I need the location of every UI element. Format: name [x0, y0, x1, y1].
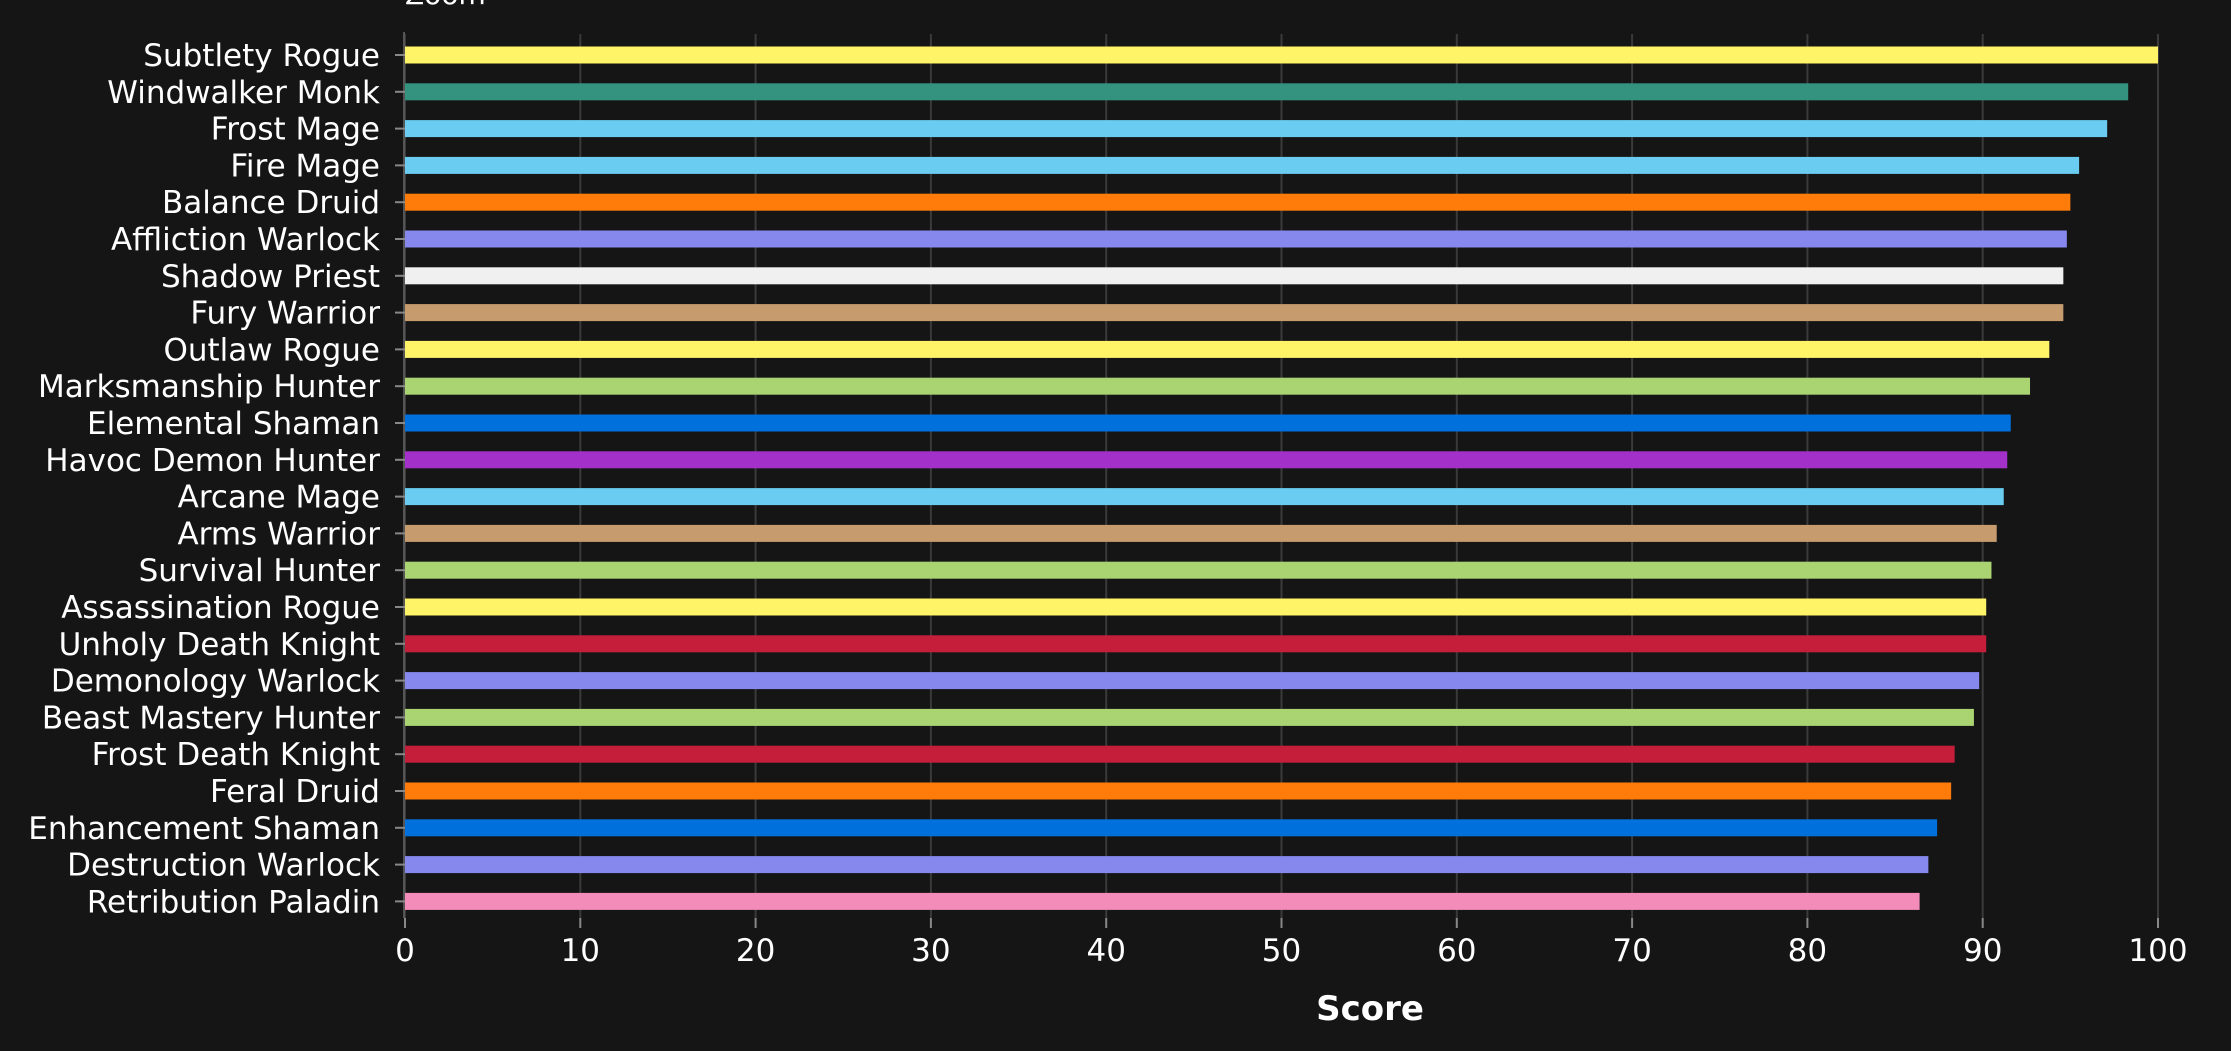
category-label: Arcane Mage — [178, 480, 380, 516]
category-label: Frost Mage — [211, 112, 380, 148]
category-label: Arms Warrior — [177, 516, 380, 552]
bar — [405, 230, 2067, 248]
x-tick-label: 70 — [1612, 933, 1651, 969]
bar — [405, 524, 1997, 542]
x-tick-label: 20 — [736, 933, 775, 969]
bar — [405, 745, 1955, 763]
bar — [405, 708, 1974, 726]
x-axis-title: Score — [1316, 989, 1424, 1029]
bar — [405, 672, 1980, 690]
category-label: Enhancement Shaman — [28, 811, 380, 847]
bar — [405, 819, 1938, 837]
x-tick-label: 80 — [1788, 933, 1827, 969]
category-label: Elemental Shaman — [87, 406, 380, 442]
bar — [405, 488, 2004, 506]
bar — [405, 451, 2008, 469]
x-tick-label: 0 — [395, 933, 415, 969]
bars — [405, 46, 2158, 910]
category-label: Outlaw Rogue — [163, 332, 380, 368]
category-label: Balance Druid — [162, 185, 380, 221]
category-label: Shadow Priest — [161, 259, 380, 295]
bar — [405, 598, 1987, 616]
x-tick-label: 50 — [1262, 933, 1301, 969]
category-label: Havoc Demon Hunter — [45, 443, 380, 479]
category-label: Frost Death Knight — [92, 737, 380, 773]
bar — [405, 782, 1952, 800]
category-label: Retribution Paladin — [87, 884, 380, 920]
x-tick-label: 90 — [1963, 933, 2002, 969]
category-label: Affliction Warlock — [111, 222, 380, 258]
category-label: Feral Druid — [210, 774, 380, 810]
bar — [405, 635, 1987, 653]
grid-lines — [403, 32, 2159, 918]
bar — [405, 46, 2158, 64]
bar — [405, 83, 2129, 101]
x-tick-label: 100 — [2128, 933, 2187, 969]
bar — [405, 856, 1929, 874]
zoom-label[interactable]: Zoom — [405, 0, 486, 11]
category-label: Demonology Warlock — [51, 664, 380, 700]
bar — [405, 561, 1992, 579]
x-tick-label: 30 — [911, 933, 950, 969]
bar — [405, 193, 2071, 211]
bar — [405, 377, 2031, 395]
bar — [405, 340, 2050, 358]
x-tick-label: 40 — [1086, 933, 1125, 969]
category-label: Fire Mage — [230, 148, 380, 184]
category-label: Beast Mastery Hunter — [42, 700, 380, 736]
bar — [405, 156, 2080, 174]
category-label: Assassination Rogue — [61, 590, 380, 626]
bar — [405, 267, 2064, 285]
x-tick-label: 60 — [1437, 933, 1476, 969]
category-label: Marksmanship Hunter — [38, 369, 380, 405]
x-axis: 0 10 20 30 40 50 60 70 80 90 100 — [395, 54, 2188, 969]
bar — [405, 892, 1920, 910]
bar — [405, 414, 2011, 432]
bar — [405, 120, 2108, 138]
bar — [405, 304, 2064, 322]
category-label: Fury Warrior — [190, 296, 380, 332]
category-label: Destruction Warlock — [67, 848, 380, 884]
x-tick-label: 10 — [561, 933, 600, 969]
category-label: Unholy Death Knight — [59, 627, 380, 663]
category-label: Subtlety Rogue — [143, 38, 380, 74]
category-label: Windwalker Monk — [107, 75, 380, 111]
category-label: Survival Hunter — [139, 553, 381, 589]
